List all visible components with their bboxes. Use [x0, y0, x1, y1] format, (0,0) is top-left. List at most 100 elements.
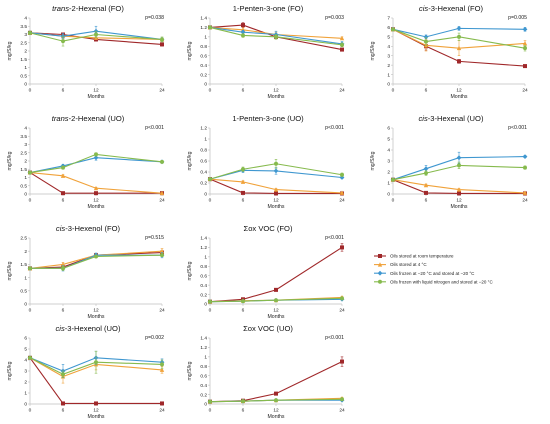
chart-title-text: Σox VOC (FO) — [244, 224, 293, 233]
y-tick-label: 0.2 — [200, 181, 207, 187]
chart-title-prefix: cis — [56, 324, 65, 333]
y-tick-label: 0 — [24, 302, 27, 308]
y-tick-label: 0.6 — [200, 159, 207, 165]
data-point — [159, 367, 165, 372]
y-tick-label: 2.5 — [20, 236, 27, 242]
chart-title: cis-3-Hexenol (UO) — [56, 324, 121, 333]
y-tick-label: 0.8 — [200, 148, 207, 154]
y-tick-label: 1 — [24, 275, 27, 281]
chart-title-text: -3-Hexenol (UO) — [65, 324, 121, 333]
data-point — [208, 399, 212, 404]
x-tick-label: 24 — [159, 198, 165, 204]
p-value: p<0.001 — [145, 125, 164, 131]
chart-panel: 1-Penten-3-one (UO) p<0.001 0 0.2 0.4 0.6 0.8 1… — [187, 114, 345, 210]
chart-title: 1-Penten-3-one (FO) — [233, 4, 304, 13]
data-point — [94, 152, 98, 157]
x-axis-label: Months — [267, 204, 284, 210]
y-tick-label: 0.8 — [200, 264, 207, 270]
y-tick-label: 3.5 — [20, 134, 27, 140]
series-line — [29, 172, 163, 194]
x-tick-label: 6 — [242, 88, 245, 94]
p-value: p<0.001 — [325, 335, 344, 341]
y-tick-label: 2.5 — [20, 40, 27, 46]
data-point — [241, 23, 245, 28]
x-tick-label: 12 — [93, 308, 99, 314]
data-point — [28, 355, 32, 360]
data-point — [160, 159, 164, 164]
y-tick-label: 0 — [204, 302, 207, 308]
data-point — [340, 359, 344, 364]
series-line — [29, 250, 163, 269]
x-tick-label: 6 — [62, 408, 65, 414]
y-tick-label: 0.5 — [20, 289, 27, 295]
data-point — [424, 39, 428, 44]
y-tick-label: 4 — [24, 126, 27, 132]
chart-title-text: -3-Hexenol (FO) — [65, 224, 120, 233]
x-tick-label: 0 — [209, 308, 212, 314]
x-axis-label: Months — [87, 204, 104, 210]
data-point — [522, 154, 528, 159]
y-tick-label: 0.6 — [200, 373, 207, 379]
data-point — [340, 397, 344, 402]
legend-marker — [377, 262, 383, 267]
y-tick-label: 4 — [387, 44, 390, 50]
data-point — [28, 30, 32, 35]
data-point — [523, 64, 527, 69]
series-line — [209, 361, 343, 403]
x-axis-label: Months — [450, 204, 467, 210]
data-point — [273, 187, 279, 192]
x-tick-label: 0 — [209, 198, 212, 204]
x-tick-label: 24 — [159, 408, 165, 414]
data-point — [523, 165, 527, 170]
x-tick-label: 12 — [456, 88, 462, 94]
y-tick-label: 3 — [24, 32, 27, 38]
y-tick-label: 2 — [24, 159, 27, 165]
chart-title: cis-3-Hexenol (FO) — [56, 224, 121, 233]
data-point — [273, 168, 279, 174]
y-axis-label: mg/S/kg — [187, 261, 193, 280]
chart-title-text: 1-Penten-3-one (FO) — [233, 4, 304, 13]
y-tick-label: 4 — [24, 16, 27, 22]
data-point — [339, 35, 345, 41]
chart-panel: Σox VOC (FO) p<0.001 0 0.2 0.4 0.6 0.8 1 1.2 1.4 0… — [187, 224, 345, 320]
data-point — [457, 59, 461, 64]
y-tick-label: 0.2 — [200, 392, 207, 398]
chart-panel: Σox VOC (UO) p<0.001 0 0.2 0.4 0.6 0.8 1 1.2 1.4 0… — [187, 324, 345, 420]
series — [208, 356, 344, 404]
y-axis-label: mg/S/kg — [7, 151, 13, 170]
x-axis-label: Months — [450, 94, 467, 100]
legend-entry: Oils stored at room temperature — [374, 254, 454, 259]
series-line — [209, 163, 343, 180]
data-point — [240, 179, 246, 184]
data-point — [208, 299, 212, 304]
x-tick-label: 12 — [93, 88, 99, 94]
series-line — [29, 30, 163, 40]
series — [391, 27, 527, 52]
data-point — [241, 399, 245, 404]
legend-marker — [378, 279, 382, 284]
data-point — [160, 42, 164, 47]
data-point — [340, 296, 344, 301]
y-tick-label: 2.5 — [20, 150, 27, 156]
data-point — [94, 401, 98, 406]
chart-title-text: Σox VOC (UO) — [243, 324, 293, 333]
data-point — [424, 171, 428, 176]
y-tick-label: 0 — [24, 82, 27, 88]
chart-title: cis-3-Hexenal (UO) — [419, 114, 484, 123]
y-tick-label: 2 — [387, 170, 390, 176]
series — [391, 177, 527, 196]
data-point — [159, 190, 165, 196]
y-tick-label: 0 — [24, 192, 27, 198]
data-point — [423, 182, 429, 188]
y-tick-label: 0.4 — [200, 283, 207, 289]
series-line — [29, 157, 163, 174]
legend-marker — [378, 254, 382, 258]
y-tick-label: 0 — [24, 402, 27, 408]
chart-title-text: -3-Hexenal (FO) — [428, 4, 483, 13]
series — [391, 161, 527, 182]
y-tick-label: 0.4 — [200, 63, 207, 69]
y-tick-label: 1 — [387, 181, 390, 187]
x-tick-label: 24 — [159, 308, 165, 314]
